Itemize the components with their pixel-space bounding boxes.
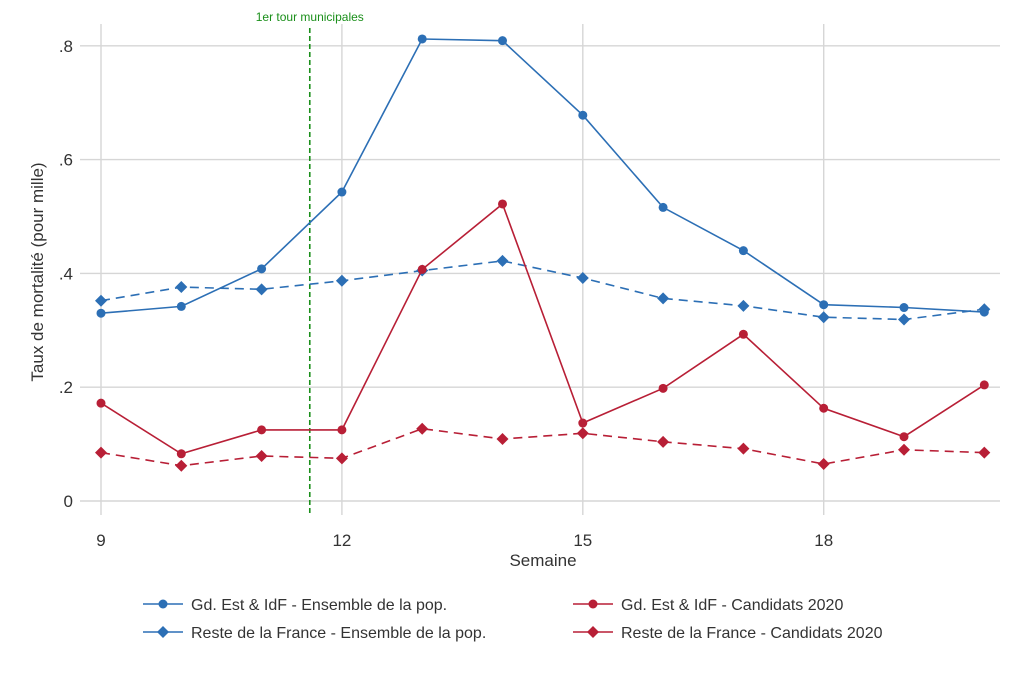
legend-marker xyxy=(158,599,168,609)
series-group xyxy=(96,34,989,318)
data-point xyxy=(96,398,106,408)
data-point xyxy=(176,301,186,311)
legend-item: Gd. Est & IdF - Candidats 2020 xyxy=(573,597,843,614)
series-line xyxy=(100,38,985,314)
legend: Gd. Est & IdF - Ensemble de la pop. Reste… xyxy=(143,597,883,642)
y-tick-label: .4 xyxy=(59,264,73,283)
legend-label: Reste de la France - Ensemble de la pop. xyxy=(191,625,486,642)
y-tick-label: .2 xyxy=(59,378,73,397)
legend-label: Gd. Est & IdF - Ensemble de la pop. xyxy=(191,597,447,614)
x-tick-label: 15 xyxy=(573,531,592,550)
x-tick-label: 12 xyxy=(332,531,351,550)
data-point xyxy=(578,418,588,428)
x-tick-label: 18 xyxy=(814,531,833,550)
data-point xyxy=(176,449,186,459)
data-point xyxy=(335,452,348,465)
data-point xyxy=(819,300,829,310)
data-point xyxy=(337,187,347,197)
annotation-label: 1er tour municipales xyxy=(256,10,364,24)
data-point xyxy=(416,422,429,435)
y-tick-label: .6 xyxy=(59,151,73,170)
series-line xyxy=(100,427,985,467)
data-point xyxy=(979,380,989,390)
data-point xyxy=(417,264,427,274)
legend-label: Gd. Est & IdF - Candidats 2020 xyxy=(621,597,843,614)
y-tick-label: .8 xyxy=(59,37,73,56)
legend-item: Gd. Est & IdF - Ensemble de la pop. xyxy=(143,597,447,614)
data-point xyxy=(738,329,748,339)
data-point xyxy=(498,36,507,46)
data-point xyxy=(978,303,991,316)
data-point xyxy=(819,403,829,413)
data-point xyxy=(578,110,588,120)
data-point xyxy=(657,435,670,448)
grid-lines xyxy=(80,24,1000,515)
data-point xyxy=(737,442,750,455)
x-axis: 9 12 15 18 xyxy=(96,531,833,550)
x-tick-label: 9 xyxy=(96,531,105,550)
data-point xyxy=(899,303,909,313)
data-point xyxy=(417,34,427,44)
series-line xyxy=(100,202,985,455)
data-point xyxy=(898,443,910,456)
legend-marker xyxy=(157,626,169,638)
data-point xyxy=(95,446,107,459)
y-axis: 0 .2 .4 .6 .8 xyxy=(59,37,73,511)
data-point xyxy=(255,450,268,463)
data-point xyxy=(255,283,268,296)
y-axis-title: Taux de mortalité (pour mille) xyxy=(28,162,47,381)
data-point xyxy=(657,292,670,305)
data-point xyxy=(898,313,910,326)
data-point xyxy=(899,432,909,442)
data-point xyxy=(96,308,106,318)
data-point xyxy=(257,425,267,435)
legend-marker xyxy=(588,599,598,609)
series-layer xyxy=(95,34,991,472)
series-group xyxy=(95,254,991,326)
series-group xyxy=(96,199,989,459)
legend-label: Reste de la France - Candidats 2020 xyxy=(621,625,883,642)
data-point xyxy=(337,425,347,435)
x-axis-title: Semaine xyxy=(509,551,576,570)
data-point xyxy=(658,202,668,212)
data-point xyxy=(95,294,107,307)
legend-item: Reste de la France - Ensemble de la pop. xyxy=(143,625,486,642)
data-point xyxy=(335,274,348,287)
data-point xyxy=(175,281,188,294)
data-point xyxy=(576,271,589,284)
y-tick-label: 0 xyxy=(64,492,73,511)
data-point xyxy=(737,299,750,312)
annotation: 1er tour municipales xyxy=(256,10,364,516)
data-point xyxy=(496,254,509,267)
data-point xyxy=(738,246,748,256)
data-point xyxy=(175,459,188,472)
data-point xyxy=(658,383,668,393)
data-point xyxy=(817,458,830,471)
data-point xyxy=(576,427,589,440)
series-group xyxy=(95,422,991,472)
data-point xyxy=(496,432,509,445)
series-line xyxy=(100,260,985,321)
data-point xyxy=(257,264,267,274)
legend-marker xyxy=(587,626,599,638)
legend-item: Reste de la France - Candidats 2020 xyxy=(573,625,883,642)
data-point xyxy=(978,446,991,459)
data-point xyxy=(498,199,507,209)
data-point xyxy=(817,311,830,324)
